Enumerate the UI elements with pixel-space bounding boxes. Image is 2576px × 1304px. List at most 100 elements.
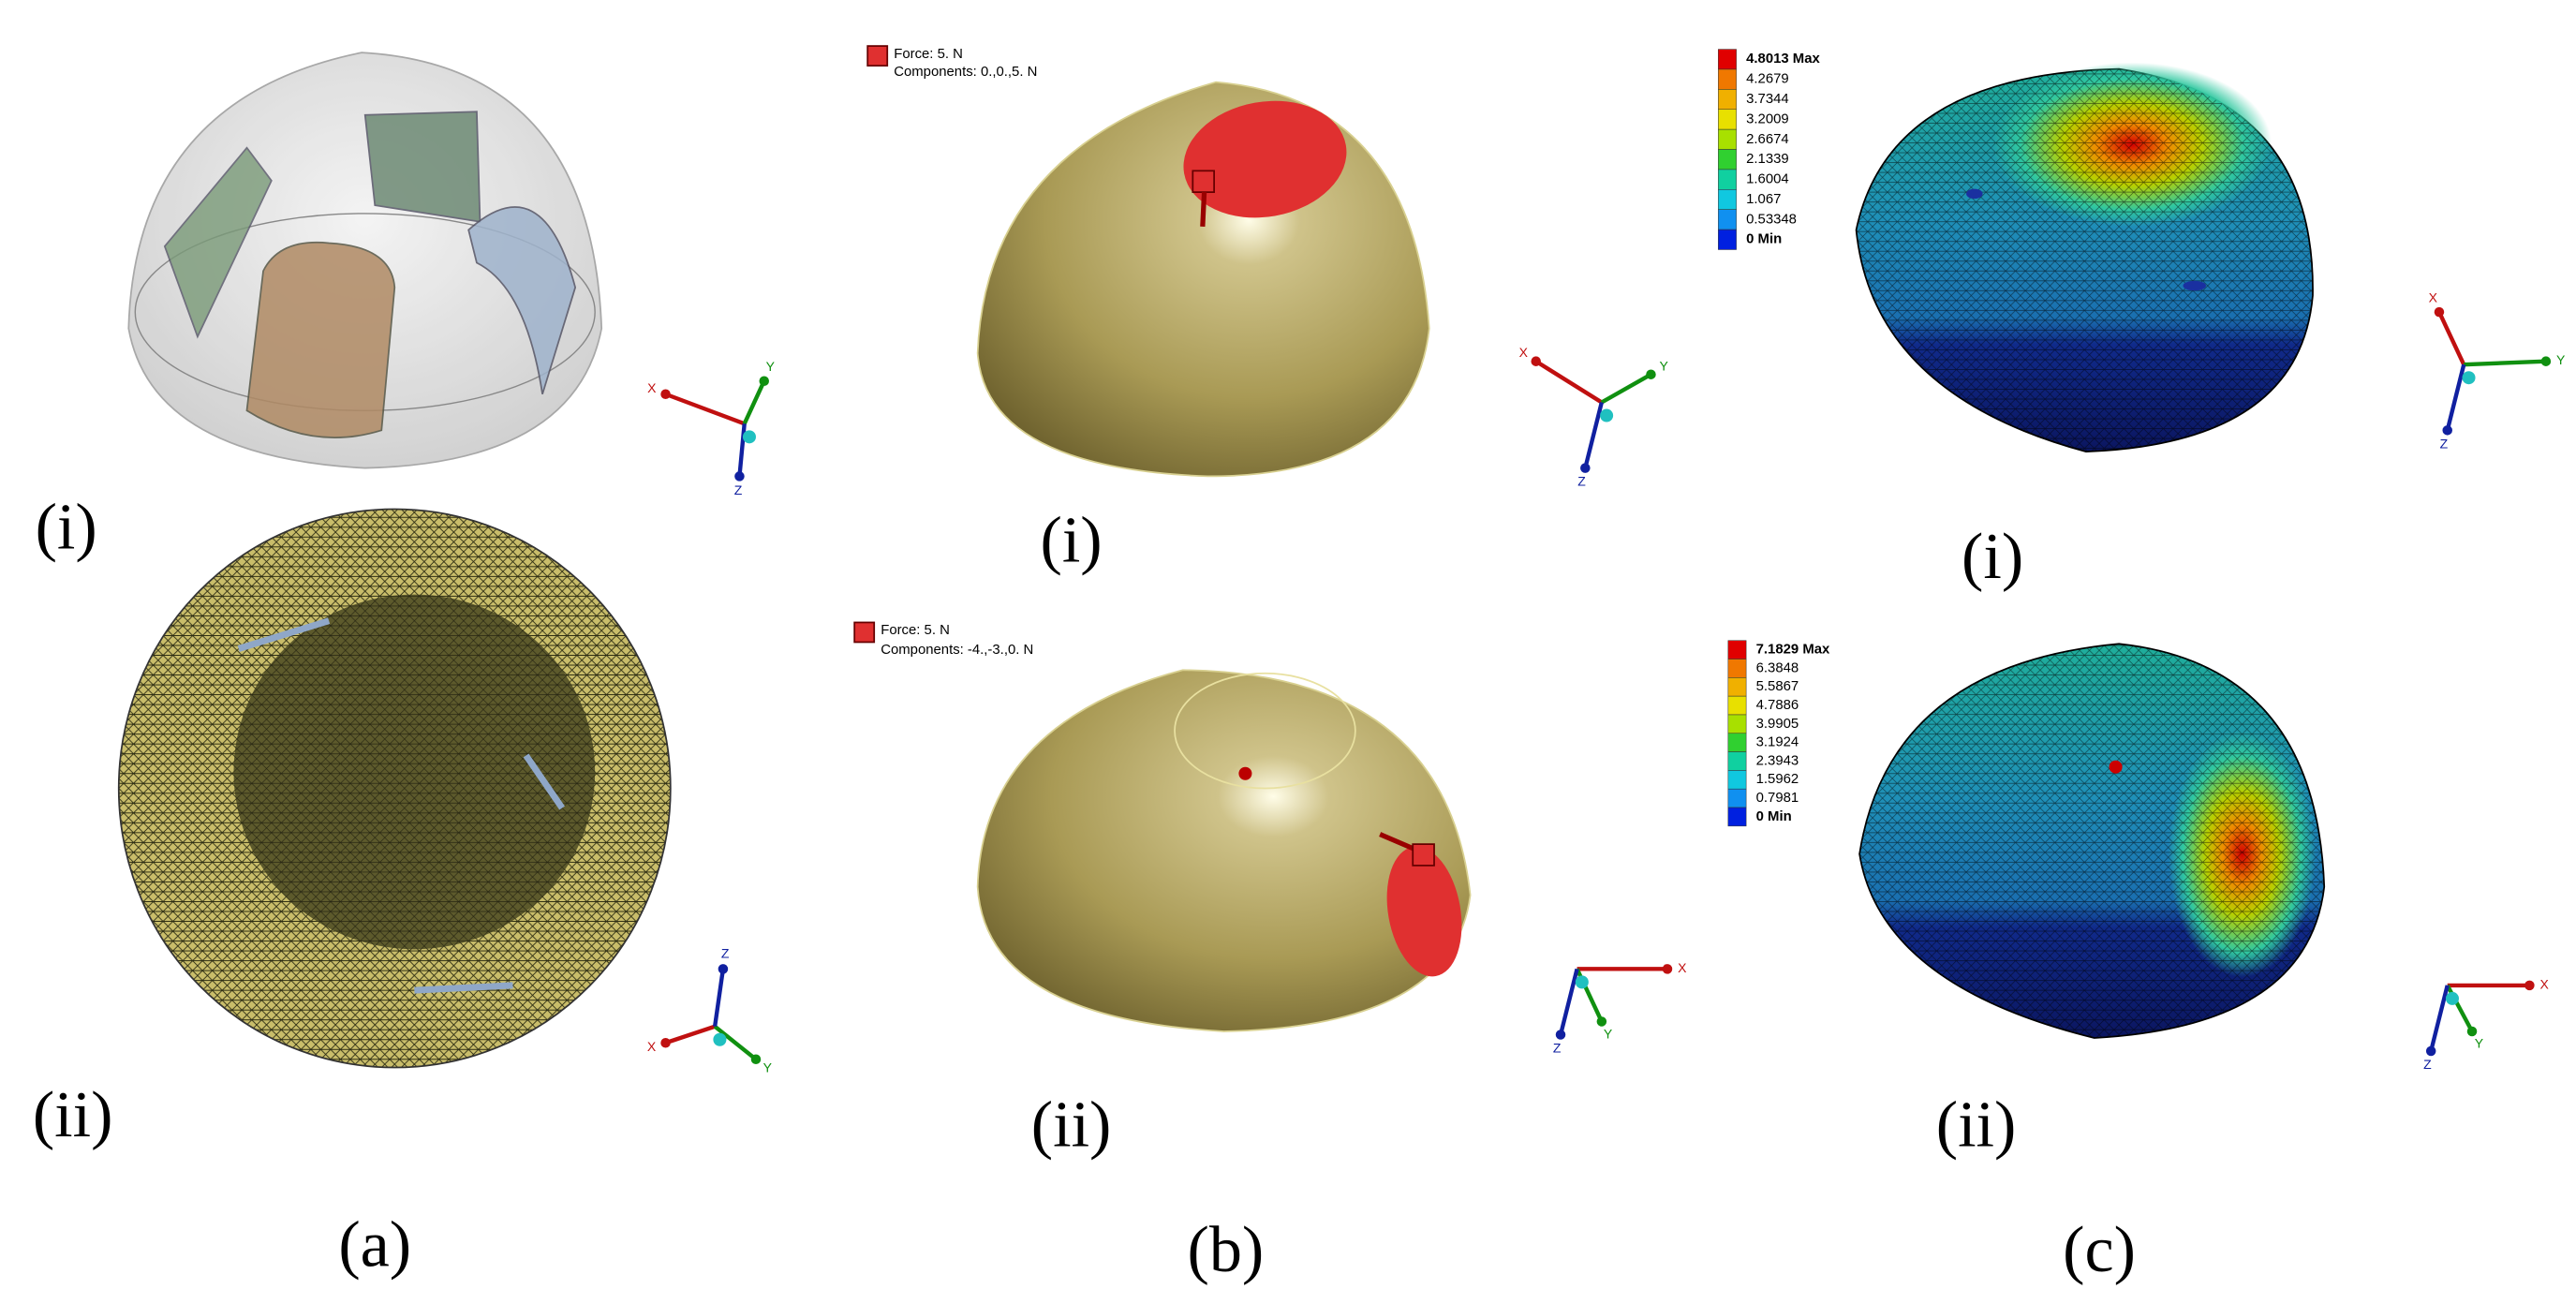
legend-swatch: [1727, 751, 1747, 771]
panel-caption: (c): [2063, 1214, 2136, 1286]
triad-tip: [2540, 356, 2552, 366]
legend-label: 5.5867: [1756, 679, 1799, 694]
load-force: Force: 5. N: [881, 623, 950, 638]
legend-label: 3.7344: [1746, 92, 1789, 107]
triad-origin: [2462, 371, 2476, 385]
triad-label: Y: [1604, 1026, 1613, 1041]
legend-label: 6.3848: [1756, 660, 1799, 675]
panel-caption: (a): [338, 1209, 411, 1282]
legend-swatch: [1718, 49, 1737, 70]
row-label: (i): [1962, 521, 2023, 593]
triad-tip: [660, 1037, 671, 1048]
load-components: Components: 0.,0.,5. N: [894, 65, 1037, 80]
triad-axis: [1558, 968, 1579, 1036]
triad-tip: [2442, 425, 2452, 436]
triad-axis: [742, 379, 766, 425]
triad-tip: [2434, 306, 2445, 318]
legend-label: 3.1924: [1756, 735, 1799, 750]
dome-load-2: [976, 669, 1472, 1032]
triad-tip: [750, 1054, 762, 1065]
triad-label: Z: [2423, 1057, 2432, 1072]
dome-fea-2: [1858, 643, 2326, 1039]
triad-label: Z: [1577, 474, 1586, 489]
legend-label: 3.9905: [1756, 717, 1799, 732]
triad-origin: [1575, 975, 1589, 989]
triad-tip: [2466, 1026, 2478, 1037]
load-components: Components: -4.,-3.,0. N: [881, 643, 1033, 658]
legend-swatch: [1718, 109, 1737, 130]
legend-label: 3.2009: [1746, 111, 1789, 126]
legend-swatch: [1727, 770, 1747, 790]
legend-label: 2.6674: [1746, 132, 1789, 147]
triad-label: Z: [734, 482, 743, 497]
row-label: (i): [1040, 505, 1102, 577]
legend-swatch: [1727, 714, 1747, 734]
legend-label: 0 Min: [1756, 809, 1792, 824]
triad-tip: [1646, 369, 1656, 379]
triad-tip: [660, 389, 671, 400]
triad-label: Y: [763, 1060, 773, 1074]
legend-swatch: [1727, 640, 1747, 659]
triad-tip: [734, 471, 745, 482]
triad-origin: [2445, 991, 2459, 1005]
triad-tip: [718, 964, 729, 974]
row-label: (ii): [33, 1079, 113, 1151]
triad-axis: [664, 1024, 716, 1045]
legend-label: 2.3943: [1756, 753, 1799, 768]
triad-axis: [1600, 372, 1652, 405]
legend-swatch: [1727, 788, 1747, 808]
triad-label: Y: [2475, 1036, 2484, 1051]
load-swatch: [853, 621, 876, 644]
legend-label: 1.5962: [1756, 772, 1799, 787]
legend-swatch: [1727, 807, 1747, 827]
triad-label: X: [647, 1039, 657, 1054]
triad-axis: [2429, 985, 2450, 1052]
legend-label: 4.7886: [1756, 698, 1799, 713]
legend-swatch: [1718, 169, 1737, 190]
triad-axis: [712, 969, 726, 1028]
legend-swatch: [1718, 89, 1737, 111]
legend-label: 0.7981: [1756, 791, 1799, 806]
legend-swatch: [1718, 149, 1737, 170]
triad-label: X: [1678, 960, 1687, 975]
legend-swatch: [1718, 209, 1737, 230]
legend-swatch: [1718, 68, 1737, 90]
triad-label: Y: [766, 359, 776, 374]
triad-axis: [2464, 359, 2546, 367]
triad-label: Z: [721, 945, 730, 960]
legend-label: 0.53348: [1746, 212, 1797, 227]
dome-fea-1: [1855, 62, 2314, 452]
load-force: Force: 5. N: [894, 47, 963, 62]
legend-swatch: [1727, 677, 1747, 697]
triad-label: Y: [2556, 352, 2566, 367]
triad-origin: [713, 1032, 727, 1046]
legend-swatch: [1727, 659, 1747, 678]
triad-tip: [1662, 964, 1673, 974]
triad-axis: [664, 392, 746, 426]
triad-axis: [713, 1025, 758, 1061]
legend-label: 7.1829 Max: [1756, 643, 1830, 658]
triad-tip: [1580, 463, 1591, 473]
triad-label: Y: [1659, 359, 1668, 374]
legend-swatch: [1718, 229, 1737, 250]
legend-swatch: [1727, 695, 1747, 716]
dome-load-1: [976, 81, 1430, 478]
triad-tip: [2425, 1045, 2436, 1057]
triad-label: X: [1519, 345, 1529, 360]
row-label: (i): [36, 492, 97, 564]
triad-axis: [737, 423, 747, 477]
dome-mesh: [117, 508, 672, 1069]
triad-label: Z: [1553, 1040, 1562, 1055]
triad-tip: [759, 376, 770, 386]
dome-transparent: [127, 52, 603, 469]
legend-label: 1.6004: [1746, 172, 1789, 187]
triad-tip: [2524, 980, 2535, 991]
triad-origin: [742, 430, 756, 444]
legend-swatch: [1718, 189, 1737, 210]
triad-axis: [2445, 363, 2466, 431]
row-label: (ii): [1936, 1089, 2017, 1162]
row-label: (ii): [1031, 1089, 1112, 1162]
triad-tip: [1531, 356, 1541, 366]
triad-axis: [1583, 401, 1604, 469]
